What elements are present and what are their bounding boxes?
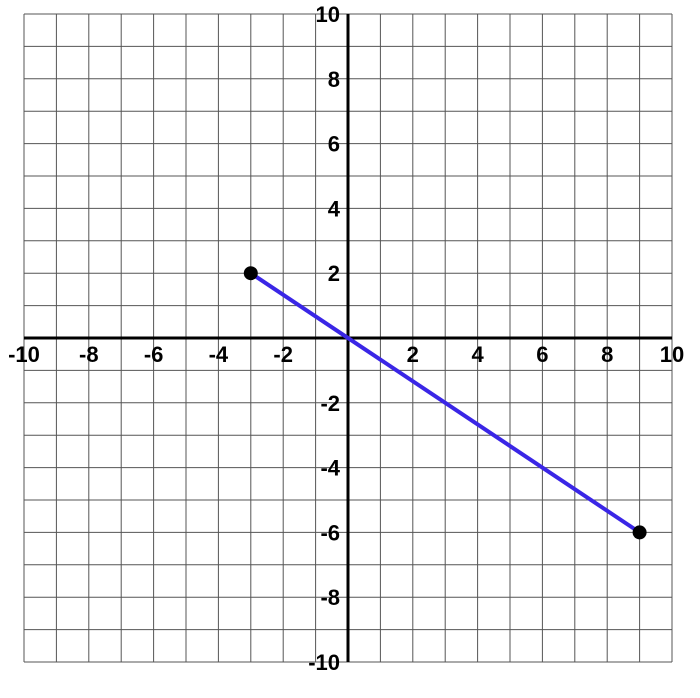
x-tick-label: 6 [536, 342, 548, 367]
x-tick-label: -6 [144, 342, 164, 367]
coordinate-plane-svg: -10 -8 -6 -4 -2 2 4 6 8 10 -10 -8 -6 -4 -2 2 4 6 8 10 [0, 0, 700, 698]
y-tick-label: -6 [320, 520, 340, 545]
y-tick-label: 2 [328, 261, 340, 286]
x-tick-label: 2 [407, 342, 419, 367]
y-tick-label: 8 [328, 67, 340, 92]
x-tick-label: 4 [471, 342, 484, 367]
endpoint-marker [633, 525, 647, 539]
y-tick-label: -2 [320, 391, 340, 416]
y-tick-label: -10 [308, 650, 340, 675]
y-tick-label: 10 [316, 2, 340, 27]
y-tick-label: 4 [328, 196, 341, 221]
x-tick-label: -2 [273, 342, 293, 367]
y-tick-label: -4 [320, 456, 340, 481]
x-tick-label: -4 [209, 342, 229, 367]
endpoint-marker [244, 266, 258, 280]
x-tick-label: -8 [79, 342, 99, 367]
y-tick-label: 6 [328, 132, 340, 157]
x-tick-label: 8 [601, 342, 613, 367]
x-tick-label: -10 [8, 342, 40, 367]
y-tick-label: -8 [320, 585, 340, 610]
coordinate-plane-chart: -10 -8 -6 -4 -2 2 4 6 8 10 -10 -8 -6 -4 -2 2 4 6 8 10 [0, 0, 700, 698]
x-tick-label: 10 [660, 342, 684, 367]
